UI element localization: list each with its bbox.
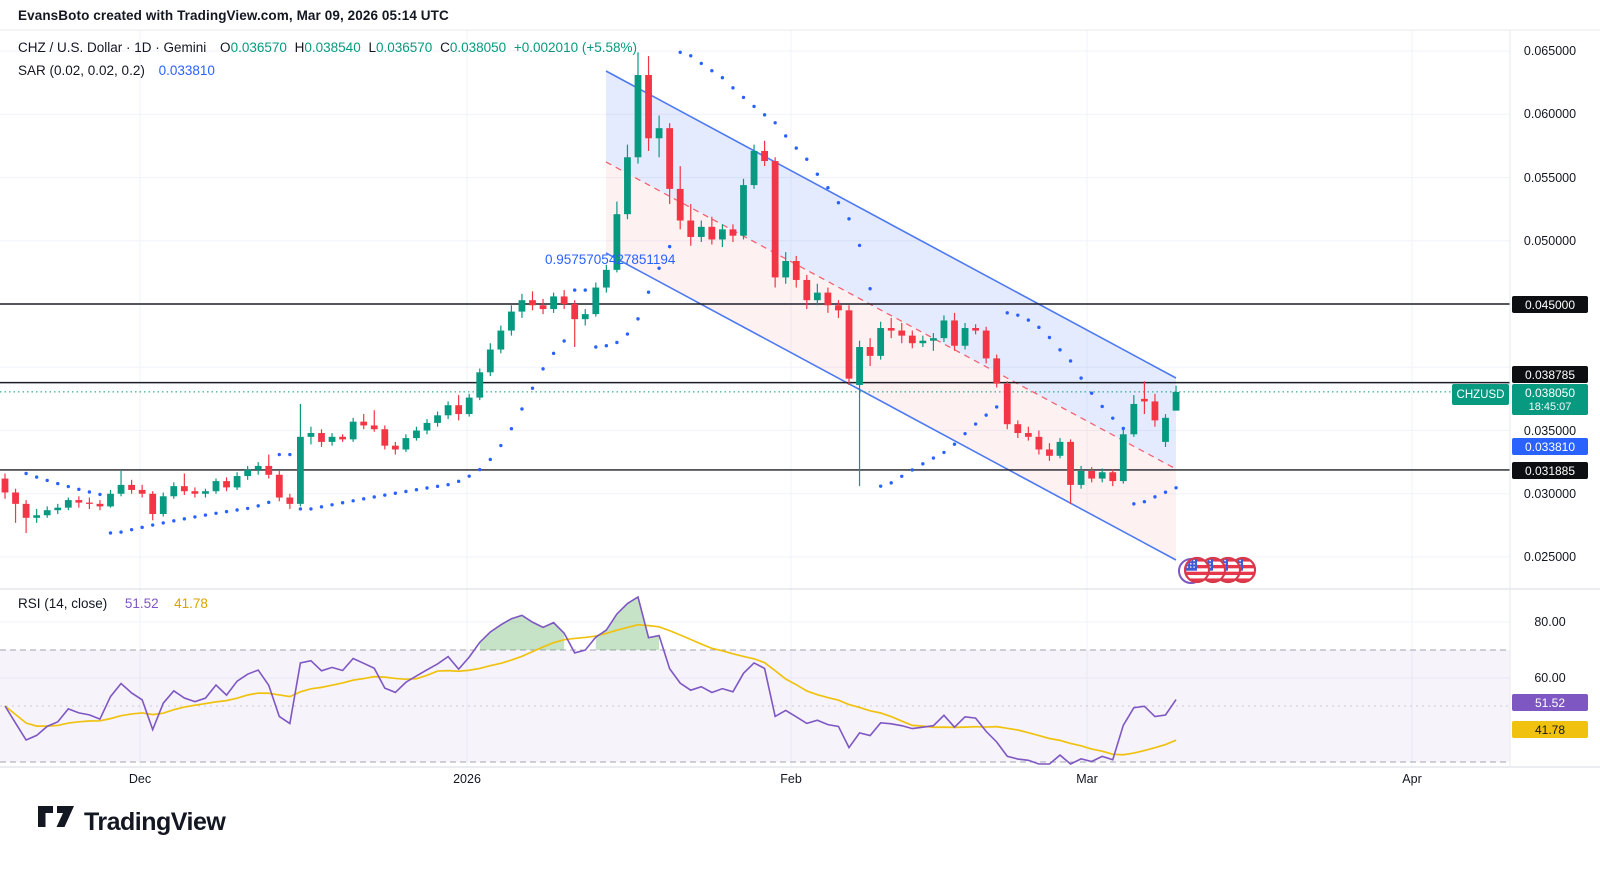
credit-text: EvansBoto created with TradingView.com, …	[18, 8, 449, 23]
sar-legend-row: SAR (0.02, 0.02, 0.2) 0.033810	[18, 59, 637, 82]
time-axis-label: 2026	[453, 772, 481, 786]
rsi-ma-badge: 41.78	[1512, 721, 1588, 738]
current-price-badge: 0.038050 18:45:07	[1512, 384, 1588, 415]
time-axis-label: Dec	[128, 772, 152, 786]
bar-countdown: 18:45:07	[1528, 401, 1572, 413]
ohlc-low: L0.036570	[368, 40, 433, 55]
line-price-badge: 0.045000	[1512, 296, 1588, 313]
change-value: +0.002010 (+5.58%)	[513, 40, 637, 55]
current-price-value: 0.038050	[1524, 386, 1576, 400]
symbol-legend-row: CHZ / U.S. Dollar · 1D · Gemini O0.03657…	[18, 36, 637, 59]
rsi-axis-label: 80.00	[1534, 615, 1566, 629]
tradingview-logo[interactable]: TradingView	[38, 806, 226, 839]
rsi-axis-label: 60.00	[1534, 671, 1566, 685]
time-axis-label: Apr	[1402, 772, 1422, 786]
price-axis-label: 0.025000	[1523, 550, 1577, 564]
price-axis-label: 0.050000	[1523, 233, 1577, 248]
tradingview-logo-text: TradingView	[84, 808, 226, 836]
us-flag-icon	[1183, 556, 1211, 584]
sar-price-badge: 0.033810	[1512, 438, 1588, 455]
sar-title: SAR (0.02, 0.02, 0.2)	[18, 63, 145, 78]
ohlc-high: H0.038540	[294, 40, 361, 55]
rsi-title: RSI (14, close)	[18, 596, 108, 611]
rsi-ma-value: 41.78	[174, 596, 208, 611]
rsi-legend[interactable]: RSI (14, close) 51.52 41.78	[18, 596, 208, 611]
price-axis-label: 0.060000	[1523, 107, 1577, 122]
line-price-badge: 0.031885	[1512, 462, 1588, 479]
rsi-value-badge: 51.52	[1512, 694, 1588, 711]
price-axis-label: 0.055000	[1523, 170, 1577, 185]
tradingview-logo-icon	[38, 806, 74, 839]
time-axis-label: Mar	[1076, 772, 1098, 786]
price-axis-label: 0.030000	[1523, 486, 1577, 501]
pearson-r-value: 0.9575705427851194	[545, 252, 676, 267]
time-axis-label: Feb	[780, 772, 802, 786]
price-axis-label: 0.065000	[1523, 44, 1577, 58]
sar-value: 0.033810	[158, 63, 215, 78]
line-price-badge: 0.038785	[1512, 366, 1588, 383]
ohlc-open: O0.036570	[220, 40, 287, 55]
ohlc-close: C0.038050	[440, 40, 507, 55]
rsi-value: 51.52	[124, 596, 159, 611]
symbol-price-tag: CHZUSD	[1452, 384, 1509, 405]
symbol-title: CHZ / U.S. Dollar · 1D · Gemini	[18, 40, 207, 55]
symbol-legend[interactable]: CHZ / U.S. Dollar · 1D · Gemini O0.03657…	[18, 36, 637, 82]
price-axis-label: 0.035000	[1523, 423, 1577, 438]
